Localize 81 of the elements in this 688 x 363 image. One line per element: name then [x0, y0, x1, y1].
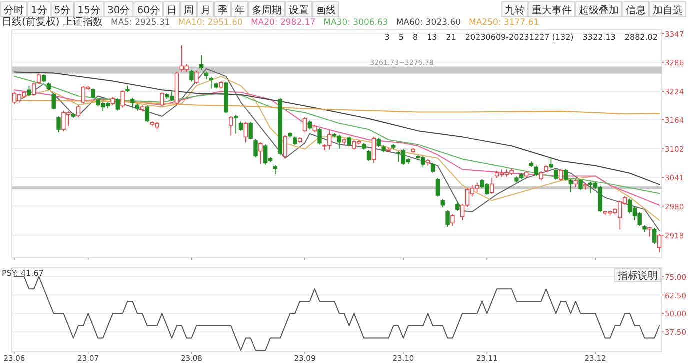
candlestick [372, 136, 376, 164]
candlestick [160, 92, 164, 108]
candlestick [366, 150, 372, 162]
text: 年 [234, 4, 245, 16]
text: 画线 [316, 4, 336, 16]
candlestick [302, 116, 308, 133]
text: 多周期 [252, 4, 282, 16]
text: 30分 [107, 4, 130, 16]
text: 季 [218, 4, 228, 16]
text: 设置 [288, 4, 309, 16]
text: MA250: 3177.61 [469, 18, 540, 28]
candlestick [436, 178, 440, 198]
candlestick [244, 122, 248, 144]
text: 九转 [505, 4, 525, 16]
candlestick [116, 98, 120, 112]
annotation: 13 [427, 33, 438, 42]
chart-title: 日线(前复权) 上证指数 [2, 16, 103, 28]
text: 分时 [4, 4, 24, 16]
candlestick [36, 73, 42, 85]
text: MA5: 2925.31 [110, 18, 170, 28]
candlestick [32, 82, 36, 96]
text: 超级叠加 [579, 4, 619, 16]
candlestick [283, 134, 288, 159]
candlestick [554, 168, 558, 180]
text: 重大事件 [532, 4, 572, 16]
candlestick [430, 162, 436, 174]
line-series [14, 100, 660, 115]
candlestick [229, 116, 234, 136]
candlestick [130, 98, 135, 109]
candlestick [27, 85, 32, 97]
candlestick [199, 54, 204, 71]
text: 15分 [78, 4, 100, 16]
candlestick [209, 76, 214, 90]
candlestick [145, 105, 150, 124]
text: MA30: 3006.63 [324, 18, 388, 28]
text: 信息 [626, 4, 646, 16]
text: MA10: 2951.60 [178, 18, 243, 28]
candlestick [564, 168, 568, 182]
candlestick [194, 70, 199, 85]
annotation: 指标说明 [617, 270, 658, 282]
annotation: 5 [398, 33, 404, 42]
candlestick [347, 136, 352, 147]
candlestick [254, 139, 258, 158]
candlestick [652, 227, 657, 244]
candlestick [91, 88, 96, 100]
candlestick [558, 168, 564, 182]
candlestick [56, 116, 61, 133]
candlestick [446, 210, 450, 228]
candlestick [234, 114, 238, 134]
candlestick [190, 70, 194, 82]
text: MA20: 2982.17 [250, 18, 316, 28]
candlestick [258, 142, 263, 164]
candlestick [568, 179, 573, 193]
annotation: 2882.02 [624, 33, 658, 42]
text: 日 [166, 6, 177, 16]
candlestick [648, 226, 652, 238]
candlestick [318, 128, 322, 146]
candlestick [549, 158, 554, 170]
annotation: 8 [412, 33, 418, 42]
candlestick [238, 121, 244, 132]
annotation: 20230609-20231227 (132) [465, 33, 574, 42]
chart-title: PSY: 41.67 [2, 269, 44, 278]
candlestick [578, 178, 583, 191]
annotation: 3 [384, 33, 390, 42]
text: 加自选 [653, 4, 683, 16]
candlestick [450, 214, 455, 226]
candlestick [76, 105, 81, 118]
text: 60分 [137, 4, 160, 16]
text: MA60: 3023.60 [396, 18, 462, 28]
candlestick [52, 93, 56, 110]
candlestick [248, 122, 253, 140]
text: 5分 [54, 4, 71, 16]
candlestick [534, 165, 539, 177]
line-series [14, 90, 660, 206]
text: 1分 [31, 4, 48, 16]
annotation: 3322.13 [582, 33, 616, 42]
text: 周 [184, 6, 194, 16]
annotation: 21 [446, 33, 456, 42]
candlestick [490, 178, 494, 195]
text: 月 [200, 6, 211, 16]
candlestick [120, 90, 125, 108]
